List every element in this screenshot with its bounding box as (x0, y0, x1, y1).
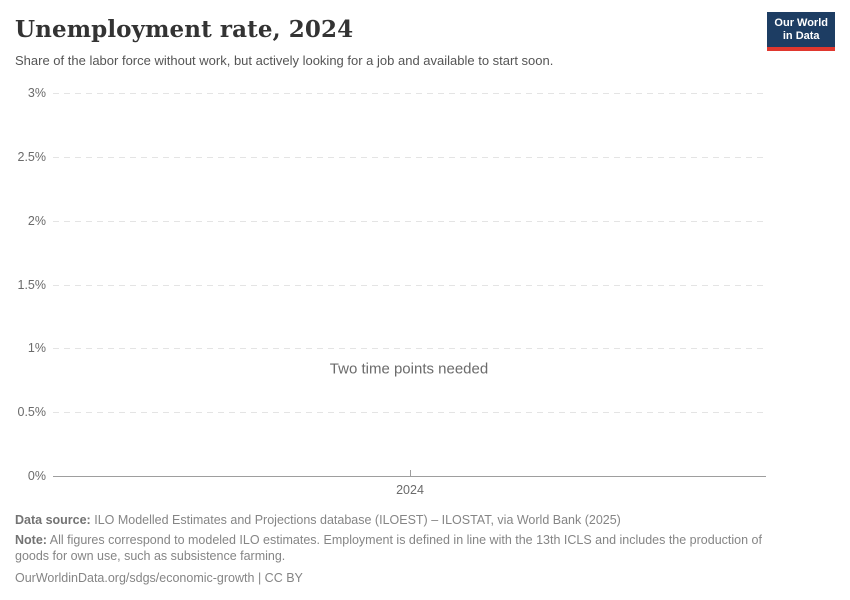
owid-logo: Our World in Data (767, 12, 835, 51)
y-axis-tick-label: 0% (27, 469, 46, 483)
owid-logo-line2: in Data (782, 30, 820, 42)
empty-chart-message: Two time points needed (319, 358, 499, 380)
y-axis-tick-label: 1.5% (17, 277, 47, 292)
y-axis-tick-label: 2% (27, 213, 46, 228)
note-label: Note: (15, 533, 47, 547)
data-source-label: Data source: (15, 513, 91, 527)
footer-separator: | (257, 571, 262, 585)
owid-logo-line1: Our World (774, 17, 828, 29)
plot-area: Two time points needed 3% 2.5% 2% 1.5% 1% 0.5… (0, 85, 850, 505)
y-gridline (53, 93, 766, 94)
data-source-row: Data source: ILO Modelled Estimates and … (15, 512, 798, 528)
note-row: Note: All figures correspond to modeled … (15, 532, 798, 564)
license-row: OurWorldinData.org/sdgs/economic-growth … (15, 570, 798, 586)
y-gridline (53, 156, 766, 158)
y-axis-tick-label: 1% (27, 341, 46, 356)
x-axis-line (53, 476, 766, 477)
y-axis-tick-label: 2.5% (17, 149, 47, 164)
y-gridline (53, 348, 766, 350)
footer-url: OurWorldinData.org/sdgs/economic-growth (15, 571, 255, 585)
page-title: Unemployment rate, 2024 (15, 16, 354, 43)
y-gridline (53, 220, 766, 222)
x-axis-tick-label: 2024 (396, 483, 424, 497)
chart-footer: Data source: ILO Modelled Estimates and … (15, 512, 798, 586)
chart-subtitle: Share of the labor force without work, b… (15, 53, 554, 68)
y-gridline (53, 284, 766, 286)
y-axis-tick-label: 0.5% (17, 405, 47, 420)
y-axis-tick-label: 3% (27, 86, 46, 100)
y-gridline (53, 412, 766, 414)
footer-license: CC BY (264, 571, 303, 585)
note-text: All figures correspond to modeled ILO es… (15, 533, 762, 563)
x-axis-tick (410, 470, 411, 476)
data-source-text: ILO Modelled Estimates and Projections d… (94, 513, 621, 527)
